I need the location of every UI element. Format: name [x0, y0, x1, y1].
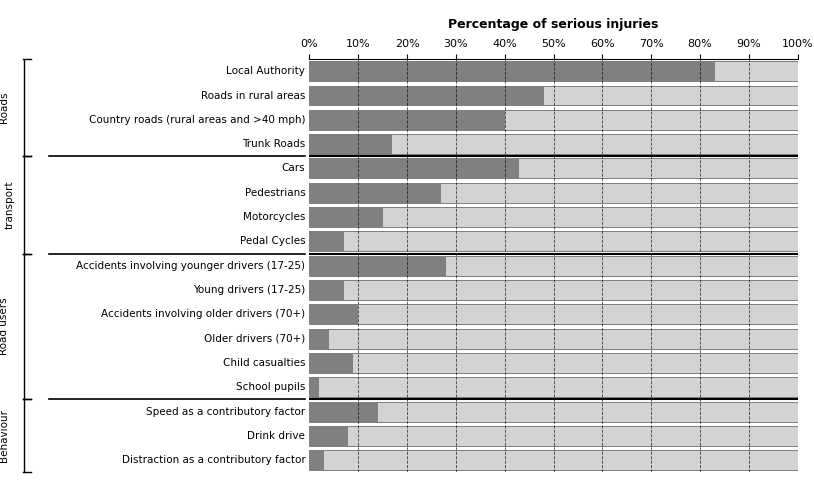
Text: Country roads (rural areas and >40 mph): Country roads (rural areas and >40 mph): [89, 115, 305, 125]
Text: Cars: Cars: [282, 163, 305, 174]
Text: Roads: Roads: [0, 92, 9, 123]
Bar: [309, 401, 378, 422]
Bar: [309, 256, 446, 276]
Text: Accidents involving older drivers (70+): Accidents involving older drivers (70+): [101, 309, 305, 319]
Bar: [309, 134, 392, 154]
Text: Pedestrians: Pedestrians: [244, 188, 305, 198]
Text: Older drivers (70+): Older drivers (70+): [204, 334, 305, 343]
Bar: [309, 207, 383, 227]
Bar: [309, 61, 715, 81]
Bar: [309, 158, 519, 179]
Bar: [309, 401, 798, 422]
Text: Child casualties: Child casualties: [223, 358, 305, 368]
Bar: [309, 280, 798, 300]
Bar: [309, 426, 348, 446]
Text: Behaviour: Behaviour: [0, 409, 9, 462]
Bar: [309, 353, 353, 373]
Text: Trunk Roads: Trunk Roads: [242, 139, 305, 149]
Bar: [309, 158, 798, 179]
Bar: [309, 280, 344, 300]
Bar: [309, 377, 319, 397]
Bar: [309, 329, 798, 348]
Text: Accidents involving younger drivers (17-25): Accidents involving younger drivers (17-…: [77, 261, 305, 271]
Bar: [309, 86, 544, 105]
Bar: [309, 329, 329, 348]
Bar: [309, 110, 505, 130]
Bar: [309, 377, 798, 397]
Text: Modes of
transport: Modes of transport: [0, 181, 15, 229]
Text: Distraction as a contributory factor: Distraction as a contributory factor: [121, 455, 305, 465]
Bar: [309, 450, 798, 470]
Bar: [309, 426, 798, 446]
Bar: [309, 183, 441, 203]
Bar: [309, 305, 358, 324]
Text: Young drivers (17-25): Young drivers (17-25): [193, 285, 305, 295]
Text: Local Authority: Local Authority: [226, 66, 305, 76]
Bar: [309, 183, 798, 203]
Bar: [309, 305, 798, 324]
Text: Drink drive: Drink drive: [247, 431, 305, 441]
Text: School pupils: School pupils: [236, 382, 305, 392]
Bar: [309, 231, 344, 251]
Text: Pedal Cycles: Pedal Cycles: [239, 236, 305, 246]
Bar: [309, 450, 324, 470]
Bar: [309, 61, 798, 81]
Bar: [309, 353, 798, 373]
Bar: [309, 86, 798, 105]
Bar: [309, 231, 798, 251]
Text: Roads in rural areas: Roads in rural areas: [201, 91, 305, 100]
Bar: [309, 207, 798, 227]
Text: Speed as a contributory factor: Speed as a contributory factor: [147, 406, 305, 417]
Title: Percentage of serious injuries: Percentage of serious injuries: [449, 18, 659, 31]
Bar: [309, 110, 798, 130]
Text: Road users: Road users: [0, 298, 9, 355]
Text: Motorcycles: Motorcycles: [243, 212, 305, 222]
Bar: [309, 134, 798, 154]
Bar: [309, 256, 798, 276]
